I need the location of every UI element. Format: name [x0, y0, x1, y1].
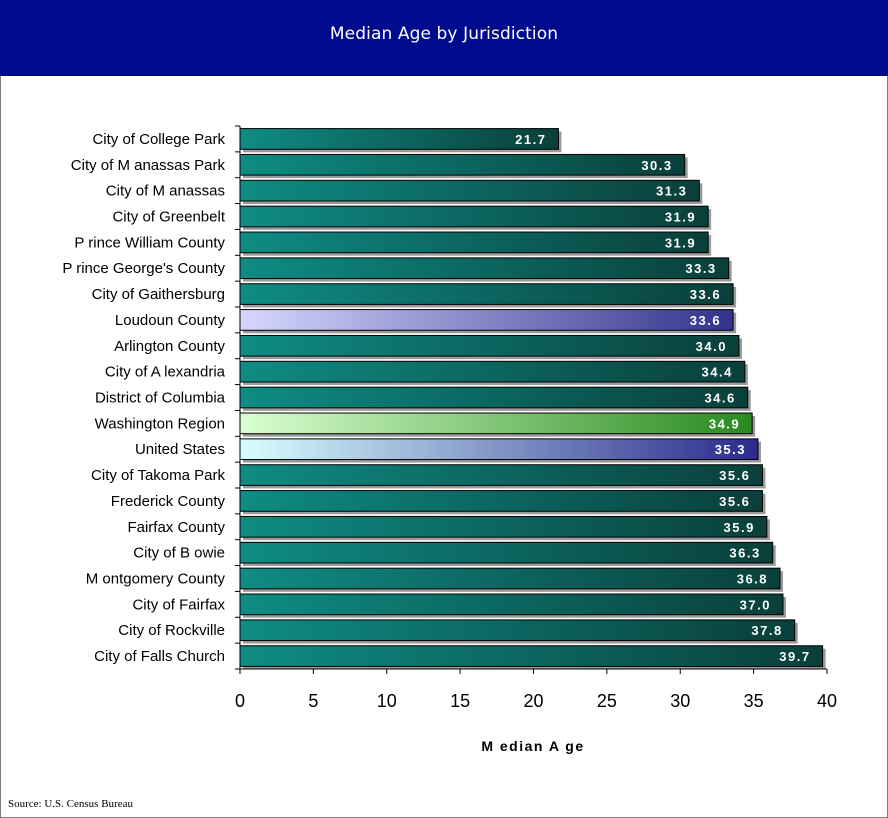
bar	[239, 309, 734, 331]
bar	[239, 360, 746, 383]
category-label: City of College Park	[92, 131, 225, 148]
x-tick-label: 40	[817, 691, 837, 711]
bars-layer	[239, 128, 826, 670]
chart-title: Median Age by Jurisdiction	[329, 24, 559, 44]
x-tick-label: 20	[523, 691, 543, 711]
title-banner: Median Age by Jurisdiction	[0, 0, 888, 76]
category-label: City of M anassas	[106, 183, 225, 200]
category-label: Loudoun County	[115, 312, 226, 329]
value-label: 31.3	[656, 184, 687, 199]
bar	[239, 438, 759, 461]
value-label: 39.7	[779, 649, 810, 664]
category-label: City of Greenbelt	[112, 209, 225, 226]
x-tick-label: 5	[308, 691, 318, 711]
category-label: City of M anassas Park	[71, 157, 226, 174]
bar	[239, 490, 763, 512]
category-label: Fairfax County	[127, 519, 225, 536]
bar	[239, 205, 709, 228]
labels-layer: City of College Park 21.7 City of M anassa…	[62, 131, 837, 711]
x-tick-label: 35	[744, 691, 764, 711]
category-label: City of Falls Church	[94, 648, 225, 665]
value-label: 34.6	[704, 391, 735, 406]
value-label: 21.7	[515, 132, 546, 147]
x-tick-label: 25	[597, 691, 617, 711]
bar	[239, 179, 700, 202]
value-label: 33.6	[690, 313, 721, 328]
value-label: 35.3	[715, 442, 746, 457]
axes-layer	[235, 125, 828, 674]
value-label: 30.3	[641, 158, 672, 173]
value-label: 33.6	[690, 287, 721, 302]
x-tick-label: 0	[235, 691, 245, 711]
category-label: Frederick County	[111, 493, 226, 510]
x-tick-label: 30	[670, 691, 690, 711]
value-label: 34.4	[702, 365, 733, 380]
category-label: P rince George's County	[62, 260, 225, 277]
value-label: 35.9	[724, 520, 755, 535]
source-note: Source: U.S. Census Bureau	[8, 798, 133, 810]
bar	[239, 464, 763, 486]
category-label: City of Takoma Park	[91, 467, 225, 484]
bar	[239, 412, 753, 435]
category-label: M ontgomery County	[86, 571, 226, 588]
x-tick-label: 15	[450, 691, 470, 711]
category-label: Washington Region	[95, 415, 225, 432]
x-tick-label: 10	[377, 691, 397, 711]
category-label: United States	[135, 441, 225, 458]
value-label: 37.8	[751, 623, 782, 638]
bar	[239, 541, 774, 564]
value-label: 34.9	[709, 416, 740, 431]
bar	[239, 386, 749, 409]
category-label: City of A lexandria	[105, 364, 226, 381]
value-label: 31.9	[665, 235, 696, 250]
bar	[239, 231, 709, 254]
category-label: P rince William County	[74, 234, 225, 251]
bar	[239, 593, 784, 616]
category-label: City of Rockville	[118, 622, 225, 639]
category-label: City of B owie	[133, 545, 225, 562]
bar	[239, 257, 730, 280]
value-label: 37.0	[740, 597, 771, 612]
bar	[239, 645, 824, 667]
bar	[239, 153, 686, 176]
value-label: 35.6	[719, 468, 750, 483]
bar	[239, 128, 559, 150]
value-label: 36.3	[729, 546, 760, 561]
bar	[239, 283, 734, 305]
bar	[239, 619, 796, 642]
bar	[239, 334, 740, 357]
category-label: Arlington County	[114, 338, 225, 355]
category-label: City of Gaithersburg	[92, 286, 225, 303]
category-label: City of Fairfax	[132, 596, 225, 613]
x-axis-title: M edian A ge	[481, 738, 584, 754]
value-label: 34.0	[696, 339, 727, 354]
category-label: District of Columbia	[95, 390, 226, 407]
value-label: 31.9	[665, 210, 696, 225]
value-label: 36.8	[737, 572, 768, 587]
bar	[239, 567, 781, 590]
bar	[239, 515, 768, 538]
value-label: 33.3	[685, 261, 716, 276]
value-label: 35.6	[719, 494, 750, 509]
